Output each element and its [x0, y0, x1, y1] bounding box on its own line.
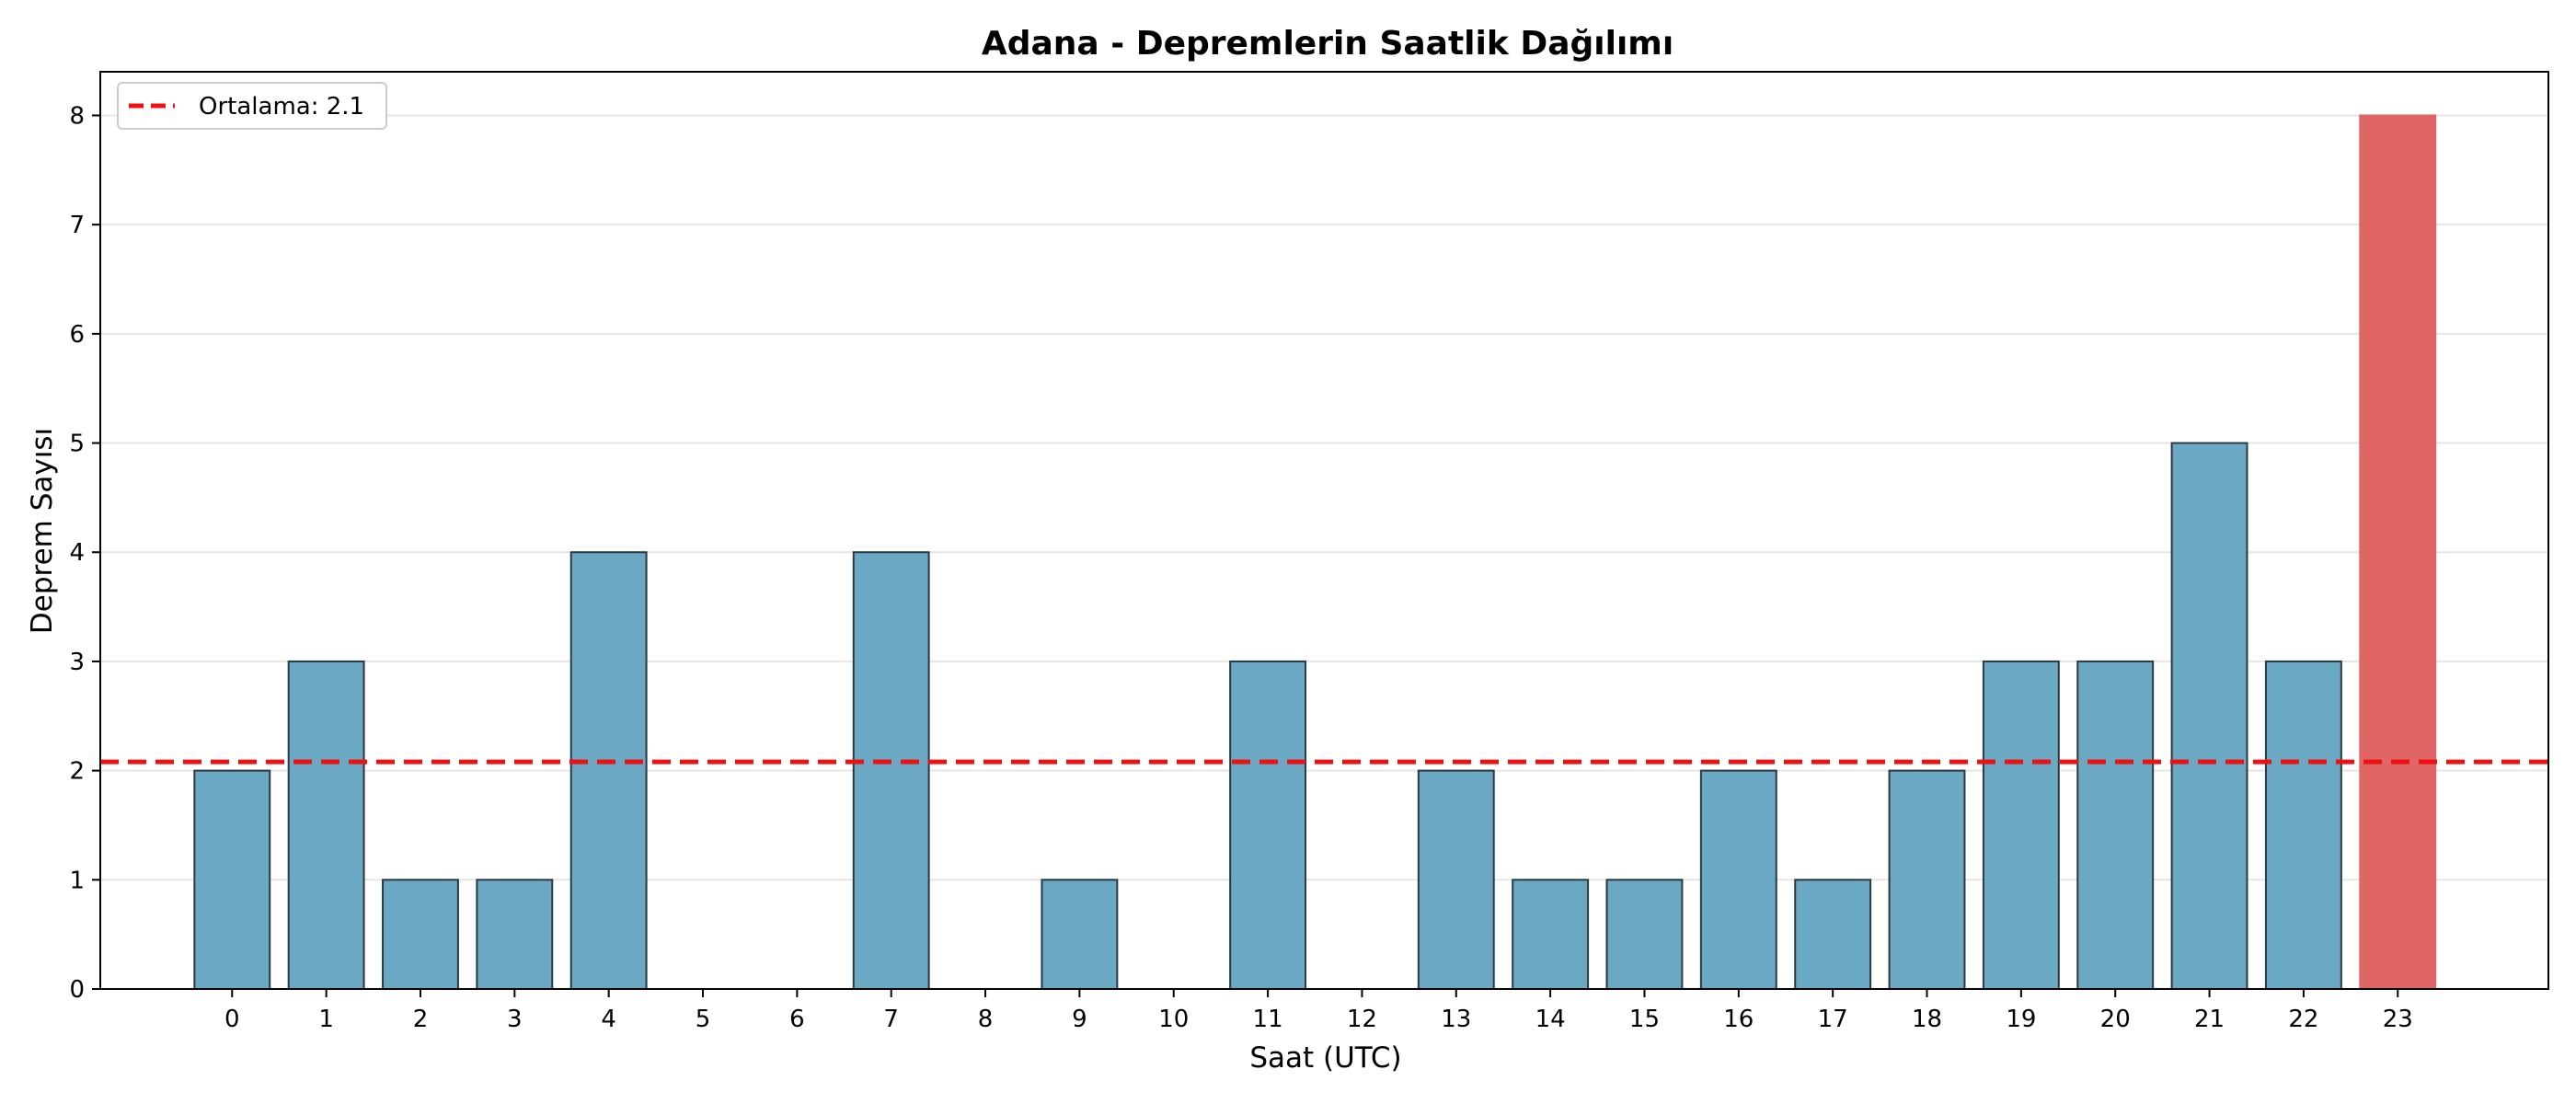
x-tick-label-10: 10	[1158, 1006, 1189, 1033]
bar-hour-2	[382, 879, 459, 990]
legend-label: Ortalama: 2.1	[199, 93, 364, 121]
x-tick-label-19: 19	[2006, 1006, 2036, 1033]
x-tick-label-9: 9	[1072, 1006, 1087, 1033]
bar-hour-13	[1417, 769, 1495, 990]
x-tick-label-12: 12	[1347, 1006, 1377, 1033]
y-tick-label-0: 0	[69, 976, 85, 1004]
bar-hour-1	[287, 660, 365, 991]
y-tick-label-8: 8	[69, 102, 85, 130]
y-tick-label-5: 5	[69, 431, 85, 458]
x-tick-label-13: 13	[1441, 1006, 1471, 1033]
x-tick-label-21: 21	[2194, 1006, 2225, 1033]
x-axis-label: Saat (UTC)	[1249, 1041, 1401, 1075]
x-tick-label-8: 8	[978, 1006, 994, 1033]
bar-hour-16	[1699, 769, 1777, 990]
bar-hour-17	[1794, 879, 1872, 990]
x-axis-ticks: 0 1 2 3 4 5 6 7 8 9 10 11 12 13 14 15 16 17 18 19 20 21 22 23	[224, 989, 2413, 1033]
x-tick-label-0: 0	[224, 1006, 240, 1033]
y-tick-label-1: 1	[69, 867, 85, 894]
x-tick-label-3: 3	[507, 1006, 523, 1033]
x-tick-label-11: 11	[1253, 1006, 1283, 1033]
bar-hour-7	[852, 551, 930, 990]
bar-hour-21	[2170, 442, 2248, 990]
x-tick-label-17: 17	[1818, 1006, 1848, 1033]
bar-hour-15	[1605, 879, 1684, 990]
x-tick-label-18: 18	[1912, 1006, 1942, 1033]
plot-frame	[99, 71, 2549, 990]
legend: Ortalama: 2.1	[117, 82, 387, 130]
bar-hour-22	[2264, 660, 2342, 991]
y-tick-label-4: 4	[69, 539, 85, 567]
x-tick-label-20: 20	[2100, 1006, 2131, 1033]
x-tick-label-7: 7	[883, 1006, 899, 1033]
bar-hour-0	[193, 769, 271, 990]
bar-hour-14	[1512, 879, 1590, 990]
y-axis-ticks: 0 1 2 3 4 5 6 7 8	[69, 102, 100, 1004]
bar-hour-9	[1041, 879, 1119, 990]
x-tick-label-22: 22	[2288, 1006, 2318, 1033]
x-tick-label-4: 4	[601, 1006, 616, 1033]
x-tick-label-5: 5	[696, 1006, 711, 1033]
bar-hour-4	[569, 551, 648, 990]
legend-box	[117, 82, 387, 130]
bar-hour-19	[1982, 660, 2060, 991]
x-tick-label-15: 15	[1629, 1006, 1660, 1033]
y-tick-label-7: 7	[69, 212, 85, 239]
x-tick-label-6: 6	[789, 1006, 805, 1033]
y-tick-label-6: 6	[69, 321, 85, 349]
bar-hour-11	[1229, 660, 1307, 991]
x-tick-label-2: 2	[413, 1006, 429, 1033]
bar-hour-23	[2359, 114, 2437, 990]
x-tick-label-23: 23	[2383, 1006, 2413, 1033]
bar-hour-18	[1888, 769, 1966, 990]
x-tick-label-14: 14	[1535, 1006, 1566, 1033]
y-axis-label: Deprem Sayısı	[26, 428, 59, 634]
y-tick-label-3: 3	[69, 649, 85, 676]
bar-hour-3	[476, 879, 554, 990]
y-tick-label-2: 2	[69, 758, 85, 786]
x-tick-label-16: 16	[1723, 1006, 1754, 1033]
bar-hour-20	[2076, 660, 2155, 991]
chart-title: Adana - Depremlerin Saatlik Dağılımı	[982, 25, 1673, 63]
x-tick-label-1: 1	[318, 1006, 334, 1033]
bars	[193, 114, 2437, 991]
